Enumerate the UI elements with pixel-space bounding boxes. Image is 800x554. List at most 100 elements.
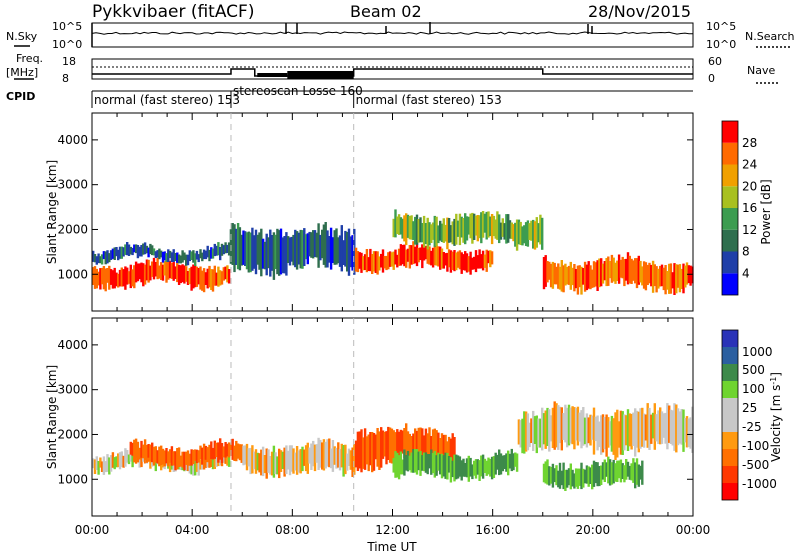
nave-label: Nave [747, 64, 775, 77]
data-cell [140, 245, 143, 257]
data-cell [657, 410, 660, 444]
data-cell [156, 450, 159, 464]
data-cell [102, 456, 106, 475]
data-cell [571, 267, 574, 286]
date-title: 28/Nov/2015 [588, 2, 691, 21]
data-cell [118, 452, 122, 470]
data-cell [177, 447, 181, 467]
data-cell [138, 447, 141, 460]
data-cell [93, 266, 97, 289]
data-cell [304, 445, 308, 472]
data-cell [481, 454, 485, 479]
data-cell [553, 401, 556, 450]
data-cell [605, 462, 608, 477]
data-cell [655, 414, 658, 442]
data-cell [467, 455, 470, 482]
data-cell [465, 458, 469, 478]
data-cell [582, 468, 585, 488]
data-cell [97, 461, 100, 475]
data-cell [290, 236, 293, 262]
data-cell [254, 229, 258, 275]
data-cell [353, 444, 356, 475]
data-cell [172, 249, 175, 262]
data-cell [421, 244, 424, 269]
noise-left-label: N.Sky [6, 30, 38, 43]
data-cell [496, 211, 499, 240]
data-cell [154, 262, 157, 277]
data-cell [478, 460, 481, 481]
data-cell [383, 256, 386, 269]
data-cell [474, 250, 478, 273]
data-cell [442, 252, 445, 269]
data-cell [168, 250, 172, 259]
data-cell [594, 462, 597, 484]
data-cell [600, 415, 603, 455]
velocity-panel: 1000 2000 3000 4000 Slant Range [km] 1000 50… [45, 317, 783, 517]
data-cell [442, 434, 445, 468]
freq-dense-block [257, 73, 288, 77]
velocity-colorbar-tick: 25 [742, 401, 757, 415]
data-cell [501, 455, 504, 472]
data-cell [469, 251, 472, 275]
data-cell [612, 459, 615, 484]
power-colorbar-tick: 24 [742, 158, 757, 172]
data-cell [464, 251, 467, 271]
data-cell [299, 229, 302, 269]
data-cell [317, 223, 320, 268]
data-cell [651, 260, 655, 293]
data-cell [381, 430, 385, 459]
data-cell [231, 438, 234, 460]
power-colorbar-swatch [722, 164, 738, 187]
data-cell [326, 230, 329, 268]
freq-dense-block [287, 71, 354, 79]
data-cell [276, 228, 279, 275]
data-cell [530, 418, 533, 443]
data-cell [174, 253, 177, 261]
power-colorbar-swatch [722, 186, 738, 208]
data-cell [528, 223, 531, 240]
data-cell [337, 442, 340, 468]
data-cell [310, 232, 313, 258]
data-cell [440, 248, 444, 269]
data-cell [390, 428, 394, 464]
data-cell [485, 211, 488, 240]
power-data [92, 209, 694, 295]
data-cell [204, 272, 208, 285]
data-cell [433, 245, 436, 266]
data-cell [371, 432, 374, 473]
velocity-colorbar-tick: 100 [742, 382, 765, 396]
data-cell [562, 265, 565, 293]
data-cell [376, 251, 379, 275]
data-cell [127, 454, 131, 465]
data-cell [439, 220, 442, 241]
data-cell [490, 214, 494, 245]
data-cell [136, 245, 140, 259]
data-cell [453, 437, 456, 462]
data-cell [659, 407, 662, 445]
freq-line [92, 68, 693, 77]
data-cell [396, 452, 399, 478]
data-cell [236, 223, 240, 270]
data-cell [546, 261, 549, 283]
data-cell [635, 410, 639, 448]
data-cell [394, 451, 397, 478]
data-cell [378, 431, 381, 470]
data-cell [628, 413, 631, 447]
data-cell [598, 466, 601, 487]
data-cell [428, 454, 431, 469]
data-cell [140, 440, 143, 458]
velocity-colorbar-swatch [722, 381, 738, 398]
velocity-colorbar: 1000 500 100 25 -25 -100 -500 -1000 [721, 329, 777, 501]
data-cell [136, 263, 140, 282]
data-cell [329, 227, 333, 270]
data-cell [607, 456, 610, 484]
freq-right-tick-top: 60 [708, 55, 722, 68]
data-cell [405, 213, 408, 246]
data-cell [558, 266, 562, 290]
data-cell [249, 232, 252, 273]
data-cell [104, 268, 107, 292]
data-cell [174, 451, 177, 471]
data-cell [385, 431, 388, 465]
data-cell [397, 214, 401, 235]
data-cell [449, 225, 453, 243]
